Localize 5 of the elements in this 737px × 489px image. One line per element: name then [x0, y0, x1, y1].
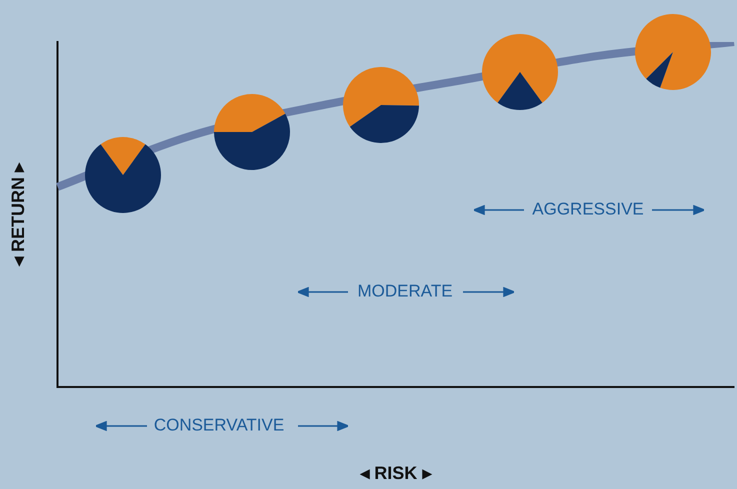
annotation: AGGRESSIVE — [532, 200, 644, 219]
y-axis-title: ◂ RETURN ▸ — [8, 162, 28, 267]
text: CONSERVATIVE — [154, 416, 284, 435]
x-axis-title: ◂ RISK ▸ — [359, 463, 432, 484]
annotation: MODERATE — [357, 282, 453, 301]
